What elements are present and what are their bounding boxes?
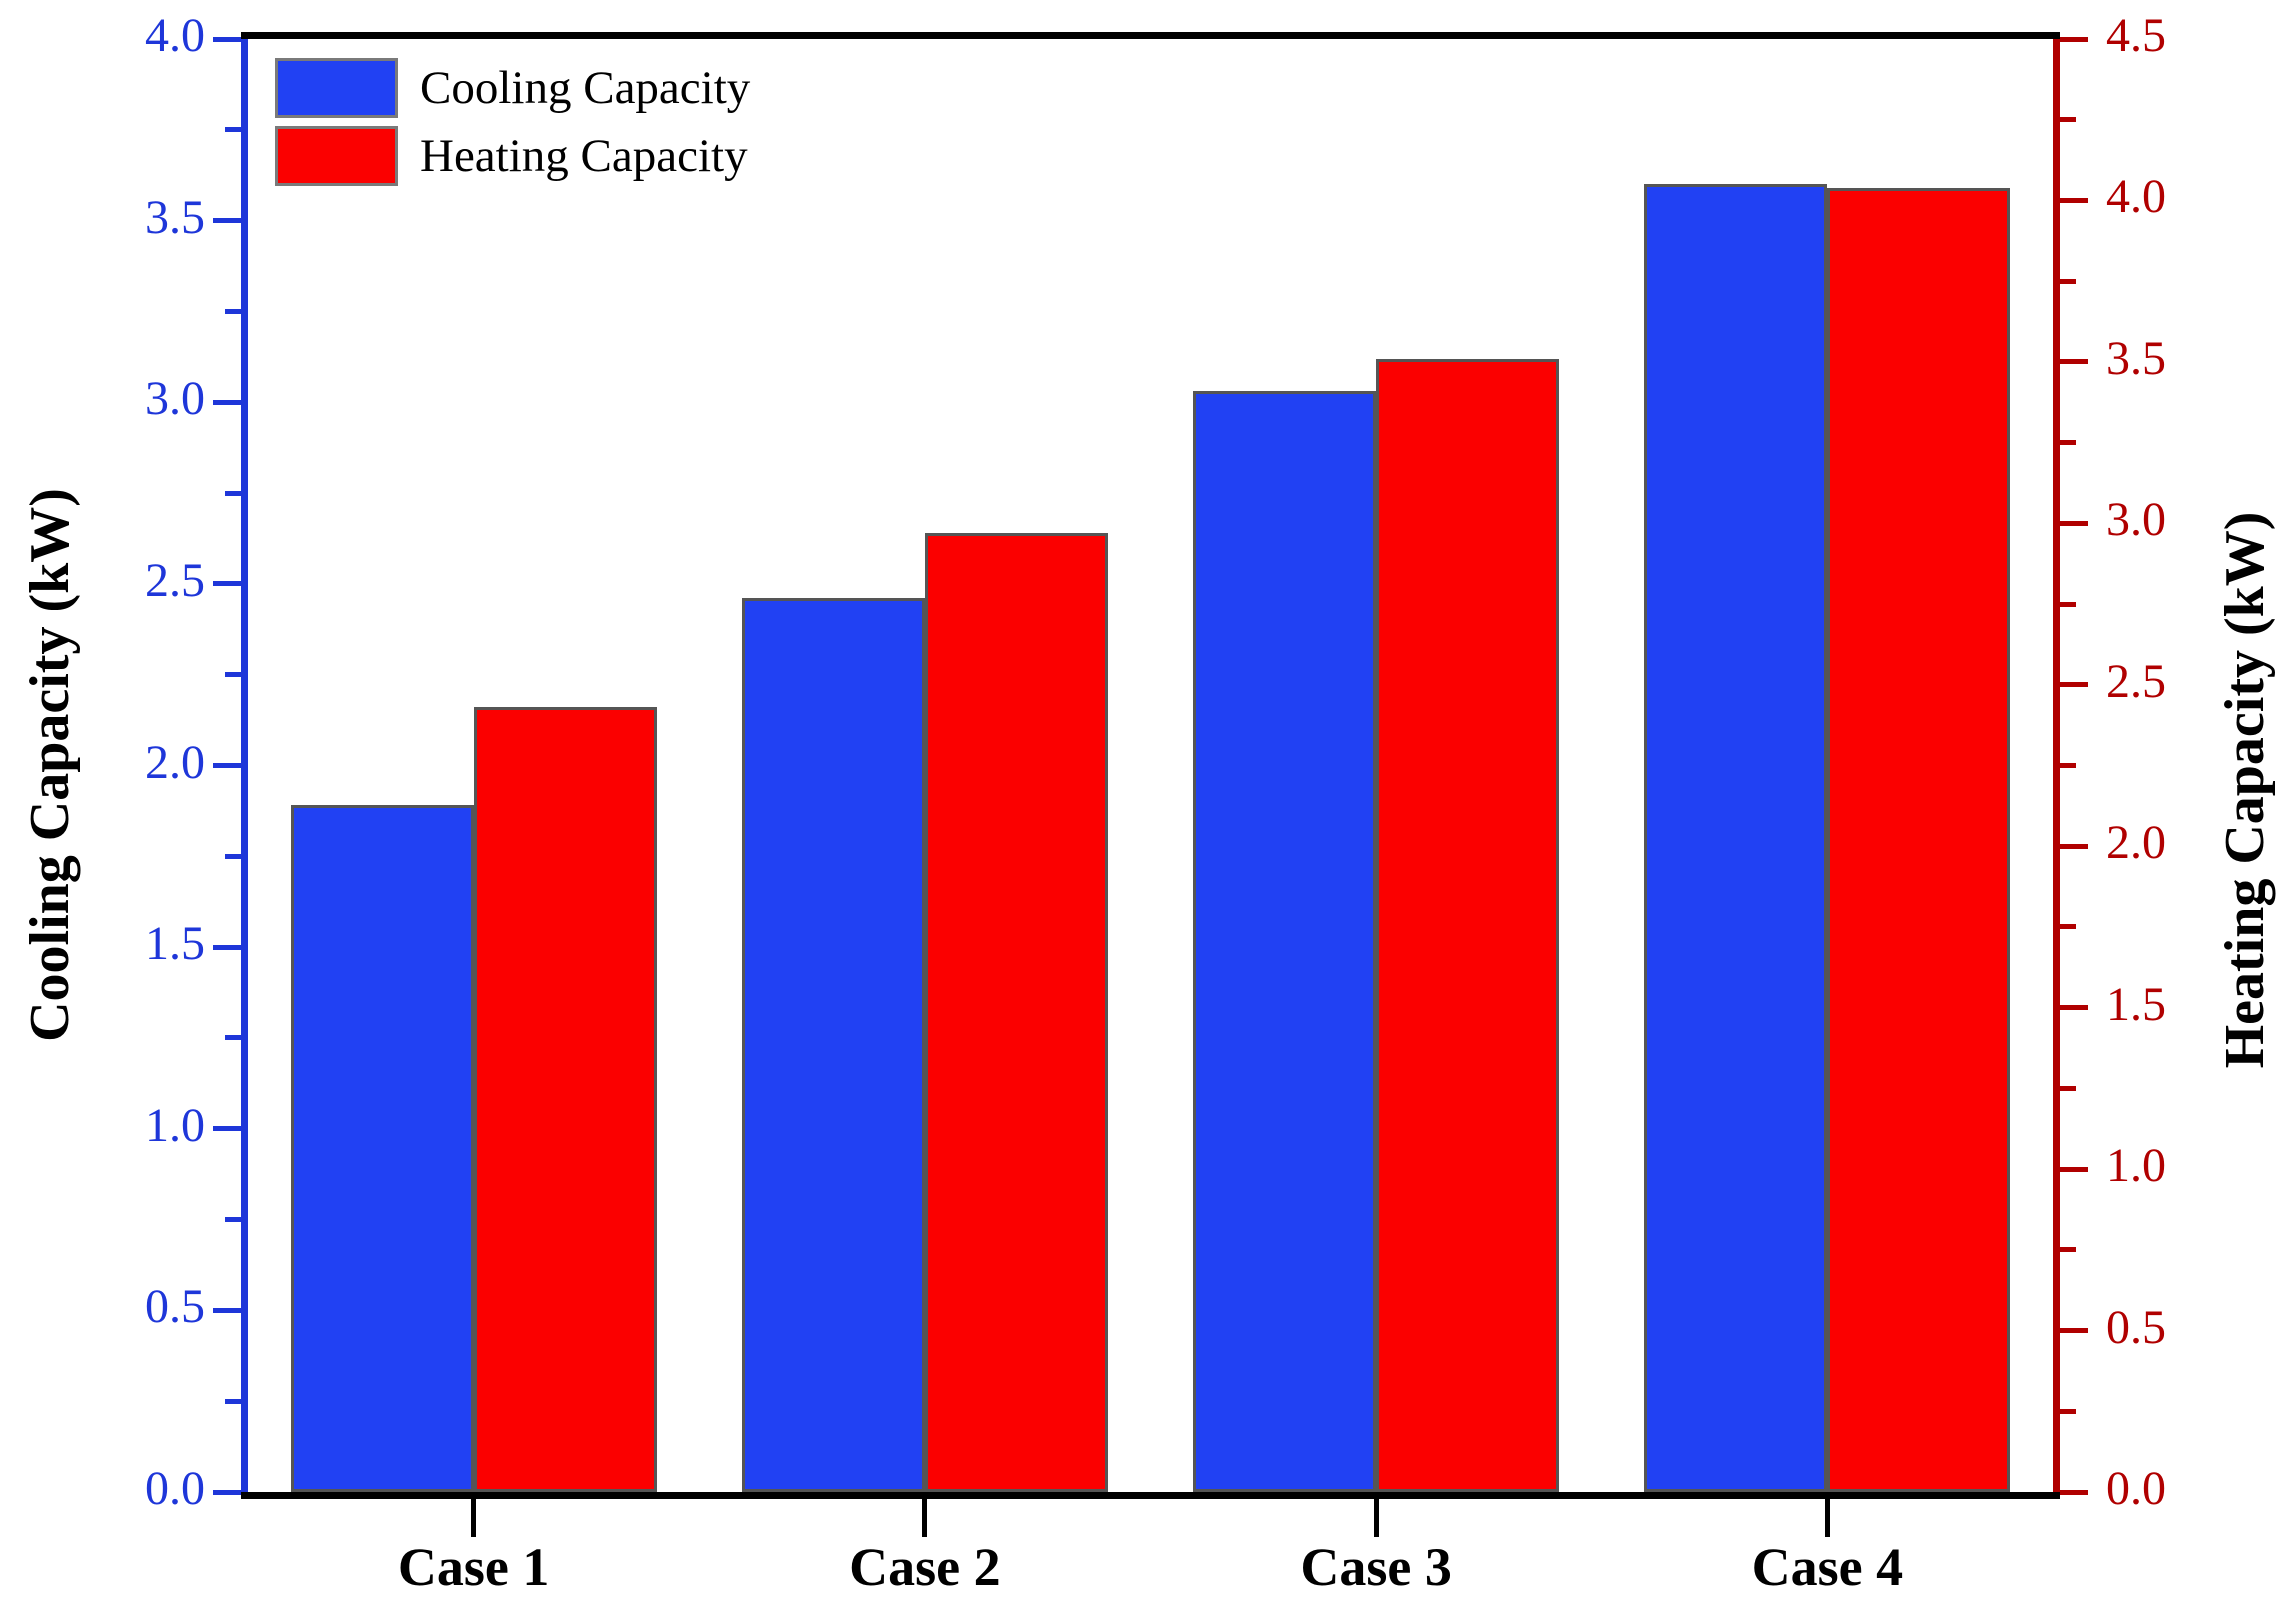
x-tick-4 [1824, 1499, 1830, 1537]
right-tick-label: 3.5 [2106, 331, 2166, 385]
left-major-tick [213, 1489, 241, 1495]
right-minor-tick [2060, 763, 2076, 768]
left-tick-label: 1.0 [145, 1098, 205, 1152]
legend-swatch-cooling [275, 58, 398, 118]
right-major-tick [2060, 359, 2088, 365]
left-tick-label: 0.5 [145, 1280, 205, 1334]
legend-item-heating: Heating Capacity [275, 126, 750, 186]
x-tick-label-1: Case 1 [397, 1537, 550, 1597]
right-minor-tick [2060, 440, 2076, 446]
left-major-tick [213, 399, 241, 405]
left-tick-label: 3.5 [145, 190, 205, 244]
left-minor-tick [225, 1217, 241, 1223]
x-tick-label-4: Case 4 [1751, 1537, 1904, 1597]
right-tick-label: 1.5 [2106, 977, 2166, 1031]
bar-cooling-1 [290, 805, 474, 1492]
left-major-tick [213, 1126, 241, 1132]
right-minor-tick [2060, 278, 2076, 284]
bar-heating-1 [473, 707, 657, 1492]
legend: Cooling Capacity Heating Capacity [275, 58, 750, 194]
x-tick-label-3: Case 3 [1300, 1537, 1452, 1597]
x-tick-3 [1373, 1499, 1379, 1537]
right-major-tick [2060, 843, 2088, 849]
legend-item-cooling: Cooling Capacity [275, 58, 750, 118]
left-major-tick [213, 36, 241, 42]
right-major-tick [2060, 520, 2088, 526]
right-tick-label: 0.0 [2106, 1462, 2166, 1515]
left-minor-tick [225, 1398, 241, 1404]
legend-label-cooling: Cooling Capacity [420, 61, 751, 114]
x-tick-2 [922, 1499, 928, 1537]
top-spine [241, 32, 2060, 39]
left-tick-label: 2.5 [145, 553, 205, 607]
left-minor-tick [225, 127, 241, 133]
right-minor-tick [2060, 601, 2076, 607]
left-tick-label: 3.0 [145, 372, 205, 426]
right-tick-label: 0.5 [2106, 1300, 2166, 1354]
left-minor-tick [225, 308, 241, 314]
left-tick-label: 1.5 [145, 917, 205, 971]
right-tick-label: 1.0 [2106, 1139, 2166, 1193]
right-spine [2053, 39, 2060, 1492]
left-major-tick [213, 581, 241, 587]
right-major-tick [2060, 197, 2088, 203]
right-minor-tick [2060, 1085, 2076, 1091]
right-tick-label: 4.5 [2106, 9, 2166, 62]
right-minor-tick [2060, 924, 2076, 930]
x-tick-1 [471, 1499, 477, 1537]
right-major-tick [2060, 1489, 2088, 1495]
legend-label-heating: Heating Capacity [420, 129, 748, 182]
right-major-tick [2060, 682, 2088, 688]
bottom-spine [241, 1492, 2060, 1499]
right-major-tick [2060, 1005, 2088, 1011]
left-major-tick [213, 763, 241, 768]
right-tick-label: 2.5 [2106, 654, 2166, 708]
bar-heating-3 [1376, 358, 1560, 1492]
right-minor-tick [2060, 1247, 2076, 1253]
right-minor-tick [2060, 1408, 2076, 1414]
left-major-tick [213, 1307, 241, 1313]
bar-heating-2 [924, 533, 1108, 1492]
bar-heating-4 [1827, 187, 2011, 1492]
left-minor-tick [225, 853, 241, 859]
left-major-tick [213, 944, 241, 950]
right-tick-label: 4.0 [2106, 170, 2166, 224]
bar-cooling-4 [1644, 184, 1828, 1492]
bar-cooling-2 [741, 598, 925, 1492]
legend-swatch-heating [275, 126, 398, 186]
bar-cooling-3 [1193, 391, 1377, 1492]
left-minor-tick [225, 490, 241, 496]
right-major-tick [2060, 36, 2088, 42]
right-major-tick [2060, 1166, 2088, 1172]
right-tick-label: 2.0 [2106, 816, 2166, 870]
right-major-tick [2060, 1328, 2088, 1334]
left-minor-tick [225, 1035, 241, 1041]
left-tick-label: 0.0 [145, 1462, 205, 1515]
right-minor-tick [2060, 117, 2076, 123]
left-tick-label: 2.0 [145, 735, 205, 789]
x-tick-label-2: Case 2 [849, 1537, 1001, 1597]
left-spine [241, 39, 248, 1492]
left-tick-label: 4.0 [145, 9, 205, 62]
left-major-tick [213, 218, 241, 224]
left-minor-tick [225, 672, 241, 678]
right-tick-label: 3.0 [2106, 493, 2166, 547]
